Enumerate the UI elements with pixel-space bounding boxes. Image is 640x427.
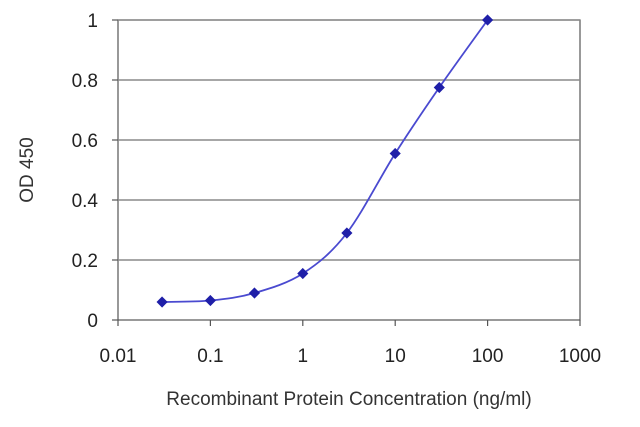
- data-point-7: [482, 14, 494, 26]
- x-axis-ticks: 0.01 0.1 1 10 100 1000: [100, 320, 601, 367]
- y-tick-label-5: 1: [87, 11, 98, 32]
- x-tick-label-3: 10: [385, 346, 406, 367]
- x-axis-title: Recombinant Protein Concentration (ng/ml…: [166, 389, 531, 410]
- x-tick-label-4: 100: [472, 346, 504, 367]
- x-tick-label-0: 0.01: [100, 346, 137, 367]
- data-point-3: [297, 267, 309, 280]
- data-point-5: [389, 147, 401, 160]
- data-point-4: [341, 227, 353, 239]
- data-point-0: [156, 296, 168, 308]
- x-tick-label-1: 0.1: [197, 346, 223, 367]
- data-point-1: [204, 294, 216, 307]
- y-tick-label-1: 0.2: [72, 251, 98, 272]
- x-tick-label-2: 1: [298, 346, 309, 367]
- gridlines: [118, 19, 580, 261]
- y-tick-label-2: 0.4: [72, 191, 99, 212]
- y-axis-ticks: 0 0.2 0.4 0.6 0.8 1: [72, 11, 118, 332]
- y-tick-label-0: 0: [87, 311, 98, 332]
- series-layer: [156, 14, 494, 308]
- data-point-2: [248, 287, 261, 299]
- plot-border: [117, 19, 581, 321]
- plot-area: [117, 19, 581, 321]
- y-axis-title: OD 450: [17, 137, 38, 202]
- y-tick-label-3: 0.6: [72, 131, 98, 152]
- x-tick-label-5: 1000: [559, 346, 601, 367]
- y-tick-label-4: 0.8: [72, 71, 98, 92]
- data-point-6: [433, 81, 445, 94]
